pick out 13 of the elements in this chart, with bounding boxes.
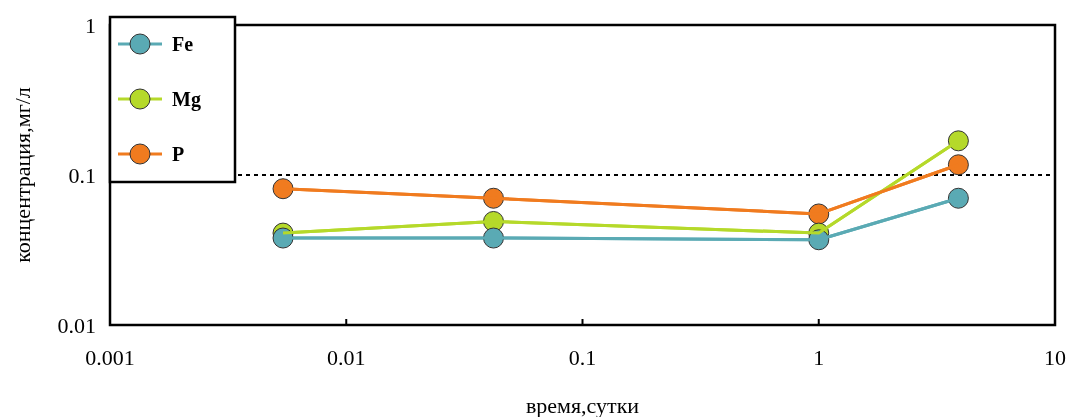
y-tick-label: 0.1 <box>68 163 96 188</box>
x-tick-label: 0.01 <box>327 345 366 370</box>
y-axis-title: концентрация,мг/л <box>10 87 35 263</box>
legend-label: P <box>172 143 185 165</box>
x-tick-label: 0.1 <box>568 345 597 370</box>
x-axis-title: время,сутки <box>525 393 640 417</box>
x-tick-label: 10 <box>1044 345 1066 370</box>
x-tick-label: 0.001 <box>85 345 135 370</box>
y-tick-label: 1 <box>85 13 96 38</box>
y-tick-label: 0.01 <box>57 313 96 338</box>
x-tick-label: 1 <box>813 345 825 370</box>
legend-label: Mg <box>172 88 201 111</box>
legend-label: Fe <box>172 33 194 55</box>
